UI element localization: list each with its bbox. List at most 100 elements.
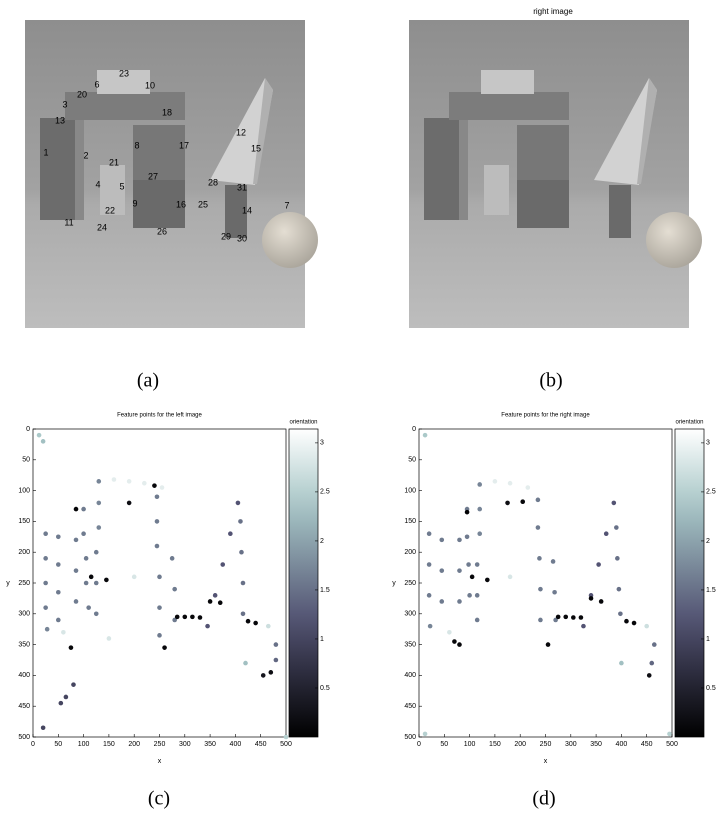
feature-point bbox=[457, 642, 462, 647]
feature-point bbox=[43, 556, 48, 561]
caption: (a) bbox=[137, 370, 159, 392]
feature-point bbox=[477, 482, 483, 487]
y-axis-label: y bbox=[392, 580, 396, 587]
feature-point bbox=[154, 543, 160, 549]
feature-point bbox=[169, 556, 175, 561]
image-title: right image bbox=[533, 7, 573, 16]
y-tick-label: 0 bbox=[412, 426, 416, 433]
point-label: 17 bbox=[179, 140, 189, 150]
colorbar-tick-label: 0.5 bbox=[706, 685, 716, 692]
feature-point bbox=[111, 477, 117, 482]
point-label: 5 bbox=[119, 181, 124, 191]
feature-point bbox=[265, 623, 271, 629]
point-label: 18 bbox=[162, 107, 172, 117]
feature-point bbox=[81, 531, 86, 537]
point-label: 9 bbox=[132, 198, 137, 208]
x-tick-label: 200 bbox=[128, 741, 140, 748]
y-tick-label: 150 bbox=[18, 518, 30, 525]
feature-point bbox=[83, 580, 89, 586]
feature-point bbox=[611, 500, 617, 506]
feature-point bbox=[126, 479, 132, 484]
feature-point bbox=[71, 682, 76, 687]
feature-point bbox=[268, 670, 274, 675]
feature-point bbox=[212, 593, 218, 598]
feature-point bbox=[240, 611, 246, 617]
feature-point bbox=[619, 660, 624, 666]
feature-point bbox=[273, 642, 279, 647]
feature-point bbox=[73, 506, 79, 512]
y-tick-label: 450 bbox=[404, 703, 416, 710]
feature-point bbox=[243, 660, 248, 666]
feature-point bbox=[457, 537, 462, 543]
feature-point bbox=[220, 562, 226, 567]
feature-point bbox=[615, 556, 620, 561]
feature-point bbox=[474, 593, 480, 598]
feature-point bbox=[56, 562, 61, 567]
feature-point bbox=[235, 500, 241, 506]
feature-point bbox=[474, 617, 480, 623]
x-tick-label: 400 bbox=[616, 741, 628, 748]
x-axis-label: x bbox=[158, 758, 162, 765]
feature-point bbox=[44, 626, 50, 632]
feature-point bbox=[142, 480, 147, 486]
x-tick-label: 100 bbox=[78, 741, 90, 748]
feature-point bbox=[631, 620, 637, 626]
y-tick-label: 200 bbox=[404, 549, 416, 556]
point-label: 30 bbox=[237, 233, 247, 243]
feature-point bbox=[217, 600, 223, 606]
feature-point bbox=[56, 617, 61, 623]
feature-point bbox=[507, 480, 513, 486]
plot-frame bbox=[418, 428, 673, 738]
feature-point bbox=[469, 574, 475, 580]
feature-point bbox=[555, 614, 561, 620]
plot-frame bbox=[32, 428, 287, 738]
colorbar-tick-label: 3 bbox=[320, 440, 324, 447]
feature-point bbox=[538, 586, 543, 592]
feature-point bbox=[535, 497, 541, 503]
feature-point bbox=[457, 568, 462, 573]
feature-point bbox=[422, 731, 428, 737]
y-tick-label: 50 bbox=[408, 457, 416, 464]
feature-point bbox=[538, 617, 543, 623]
x-tick-label: 300 bbox=[179, 741, 191, 748]
chart-title: Feature points for the left image bbox=[117, 413, 202, 419]
x-tick-label: 350 bbox=[590, 741, 602, 748]
feature-point bbox=[545, 642, 551, 647]
colorbar-tick-label: 0.5 bbox=[320, 685, 330, 692]
feature-point bbox=[649, 660, 655, 666]
feature-point bbox=[578, 615, 584, 620]
feature-point bbox=[426, 562, 432, 567]
x-tick-label: 500 bbox=[280, 741, 292, 748]
point-label: 2 bbox=[83, 150, 88, 160]
x-tick-label: 300 bbox=[565, 741, 577, 748]
point-label: 1 bbox=[43, 147, 48, 157]
point-label: 29 bbox=[221, 231, 231, 241]
right-image bbox=[409, 20, 702, 328]
feature-point bbox=[154, 494, 160, 500]
feature-point bbox=[667, 731, 672, 737]
feature-point bbox=[104, 577, 109, 583]
feature-point bbox=[96, 525, 102, 530]
y-tick-label: 50 bbox=[22, 457, 30, 464]
point-label: 16 bbox=[176, 199, 186, 209]
feature-point bbox=[238, 519, 243, 524]
feature-point bbox=[467, 593, 472, 598]
colorbar-tick-label: 2.5 bbox=[320, 489, 330, 496]
x-tick-label: 150 bbox=[489, 741, 501, 748]
feature-point bbox=[106, 636, 112, 641]
feature-point bbox=[616, 586, 622, 592]
x-tick-label: 200 bbox=[514, 741, 526, 748]
caption: (c) bbox=[148, 788, 170, 810]
y-tick-label: 400 bbox=[18, 672, 30, 679]
feature-point bbox=[43, 531, 48, 537]
x-tick-label: 0 bbox=[31, 741, 35, 748]
feature-point bbox=[36, 432, 42, 438]
feature-point bbox=[93, 580, 99, 586]
feature-point bbox=[93, 611, 99, 617]
feature-point bbox=[283, 734, 289, 740]
point-label: 28 bbox=[208, 177, 218, 187]
feature-point bbox=[245, 618, 251, 624]
feature-point bbox=[457, 599, 462, 604]
colorbar-label: orientation bbox=[675, 420, 703, 426]
